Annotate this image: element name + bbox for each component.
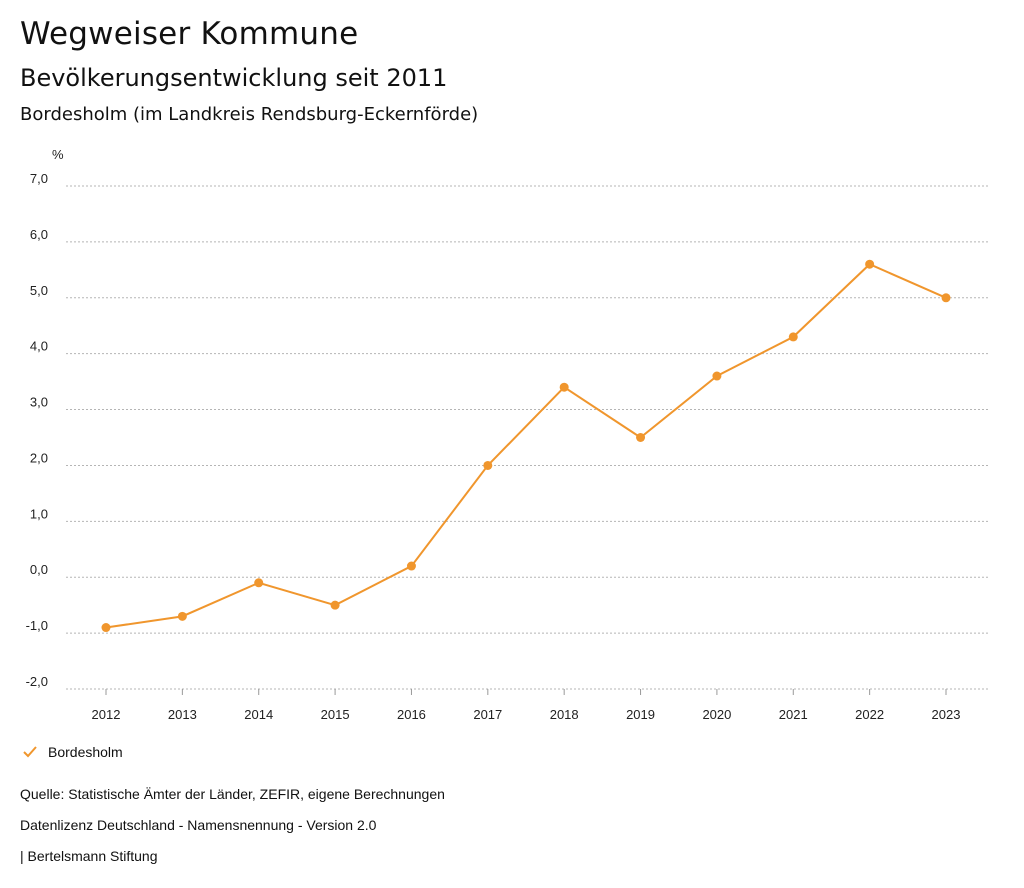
x-tick-label: 2012 xyxy=(92,707,121,722)
x-tick-label: 2022 xyxy=(855,707,884,722)
x-tick-label: 2017 xyxy=(473,707,502,722)
x-tick-label: 2018 xyxy=(550,707,579,722)
app-title: Wegweiser Kommune xyxy=(20,16,359,52)
y-tick-label: 5,0 xyxy=(30,283,48,298)
data-point-2023[interactable] xyxy=(941,293,951,303)
data-point-2019[interactable] xyxy=(636,433,646,442)
data-point-2022[interactable] xyxy=(865,259,875,269)
x-tick-label: 2014 xyxy=(244,707,273,722)
credit-note: | Bertelsmann Stiftung xyxy=(20,848,158,864)
y-tick-label: 0,0 xyxy=(30,562,48,577)
series-line-bordesholm xyxy=(105,263,947,629)
legend-item-bordesholm[interactable]: Bordesholm xyxy=(22,744,123,760)
y-tick-label: 2,0 xyxy=(30,450,48,465)
check-icon xyxy=(22,744,38,760)
license-note: Datenlizenz Deutschland - Namensnennung … xyxy=(20,817,377,833)
data-point-2015[interactable] xyxy=(330,600,340,610)
data-point-2016[interactable] xyxy=(406,561,416,571)
data-point-2014[interactable] xyxy=(254,578,264,588)
y-tick-label: 7,0 xyxy=(30,171,48,186)
x-tick-label: 2020 xyxy=(702,707,731,722)
legend-label: Bordesholm xyxy=(48,744,123,760)
series-points xyxy=(101,259,951,633)
data-point-2018[interactable] xyxy=(559,382,569,392)
gridlines xyxy=(66,185,990,690)
chart-subtitle: Bordesholm (im Landkreis Rendsburg-Ecker… xyxy=(20,104,479,125)
x-tick-label: 2015 xyxy=(321,707,350,722)
source-note: Quelle: Statistische Ämter der Länder, Z… xyxy=(20,786,445,802)
data-point-2012[interactable] xyxy=(101,623,111,633)
x-tick-label: 2013 xyxy=(168,707,197,722)
data-point-2020[interactable] xyxy=(712,371,722,381)
x-tick-label: 2023 xyxy=(932,707,961,722)
chart-title: Bevölkerungsentwicklung seit 2011 xyxy=(20,64,448,92)
x-tick-label: 2021 xyxy=(779,707,808,722)
y-axis-unit-label: % xyxy=(52,147,64,162)
y-tick-label: 4,0 xyxy=(30,339,48,354)
y-tick-label: 3,0 xyxy=(30,395,48,410)
y-axis-ticks: -2,0 -1,0 0,0 1,0 2,0 3,0 4,0 5,0 6,0 7,0 xyxy=(26,171,48,689)
x-tick-label: 2019 xyxy=(626,707,655,722)
y-tick-label: -2,0 xyxy=(26,674,48,689)
data-point-2017[interactable] xyxy=(483,460,493,470)
y-tick-label: 1,0 xyxy=(30,506,48,521)
data-point-2013[interactable] xyxy=(177,611,187,621)
x-axis-ticks: 2012 2013 2014 2015 2016 2017 2018 2019 2020 2021… xyxy=(92,689,961,722)
x-tick-label: 2016 xyxy=(397,707,426,722)
y-tick-label: 6,0 xyxy=(30,227,48,242)
data-point-2021[interactable] xyxy=(788,332,798,342)
y-tick-label: -1,0 xyxy=(26,618,48,633)
